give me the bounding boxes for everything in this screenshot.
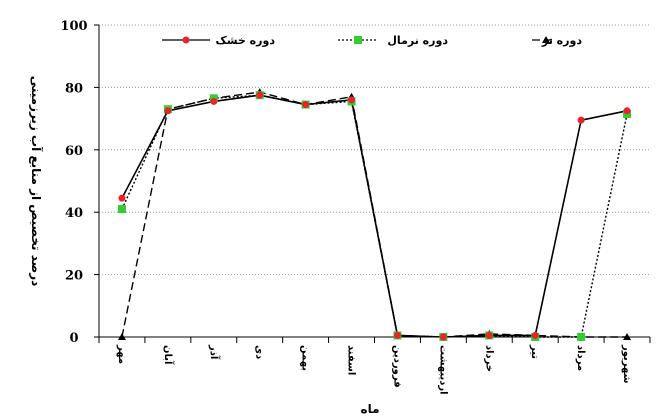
data-point: [577, 333, 586, 341]
y-tick-label: 40: [65, 206, 83, 221]
data-point: [256, 91, 264, 99]
y-axis-label: درصد تخصیص از منابع آب زیرزمینی: [29, 76, 44, 287]
y-tick-label: 20: [65, 269, 83, 284]
x-tick-label: آذر: [208, 344, 221, 360]
x-tick-label: خرداد: [483, 345, 494, 372]
legend: دوره خشک دوره نرمال دوره تر: [162, 34, 582, 47]
x-tick-label: مرداد: [575, 345, 586, 371]
data-point: [164, 107, 172, 115]
x-tick-label: بهمن: [300, 345, 311, 371]
data-point: [623, 333, 632, 340]
data-point: [623, 107, 631, 115]
y-tick-label: 0: [69, 331, 78, 346]
legend-marker: [542, 36, 550, 43]
y-tick-label: 100: [60, 19, 87, 34]
data-point: [118, 194, 126, 202]
x-tick-label: اسفند: [346, 345, 357, 375]
x-tick-label: شهریور: [621, 344, 632, 384]
legend-label: دوره تر: [541, 34, 582, 47]
legend-marker: [354, 36, 362, 44]
data-point: [439, 333, 447, 341]
data-point: [393, 331, 401, 339]
legend-label: دوره نرمال: [387, 34, 448, 47]
data-point: [348, 96, 356, 104]
x-tick-label: آبان: [162, 345, 175, 365]
y-tick-label: 80: [65, 81, 83, 96]
x-tick-label: مهر: [116, 344, 127, 364]
x-tick-label: دی: [254, 345, 265, 359]
data-point: [210, 97, 218, 105]
x-tick-label: اردیبهشت: [437, 345, 448, 395]
legend-marker: [182, 36, 190, 44]
data-point: [302, 101, 310, 109]
y-tick-labels: 0 20 40 60 80 100: [60, 19, 99, 346]
x-tick-label: تیر: [529, 344, 540, 359]
data-point: [117, 333, 126, 340]
grid-lines: [99, 24, 650, 276]
series-line: [121, 94, 628, 338]
y-tick-label: 60: [65, 144, 83, 159]
data-point: [117, 205, 126, 214]
x-tick-label: فروردین: [391, 345, 402, 388]
legend-label: دوره خشک: [215, 34, 275, 47]
series-line: [121, 94, 628, 338]
x-tick-labels: مهر آبان آذر دی بهمن اسفند فروردین اردیبهشت خردا…: [98, 337, 651, 395]
series-lines: [117, 88, 632, 341]
data-point: [531, 331, 539, 339]
data-point: [577, 116, 585, 124]
data-point: [485, 331, 493, 339]
x-axis-label: ماه: [360, 402, 379, 416]
